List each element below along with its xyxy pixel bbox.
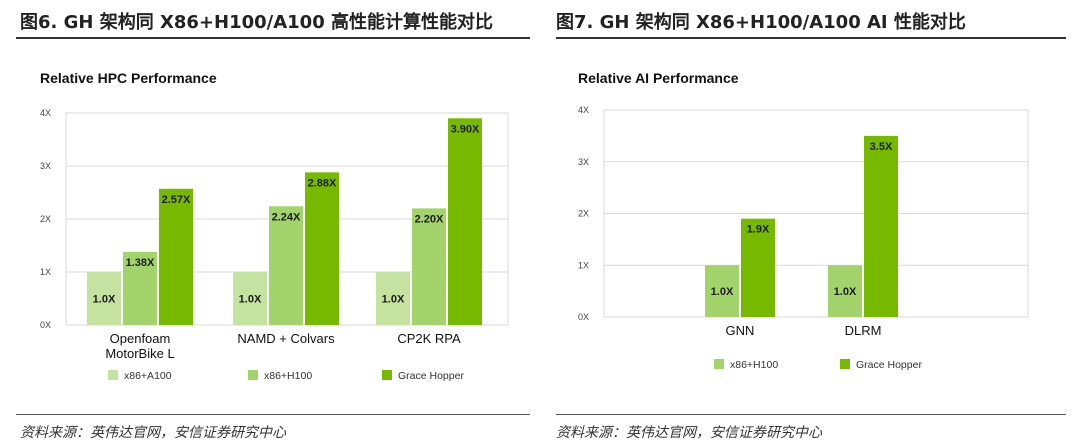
bar-grace-hopper-cp2k-rpa <box>448 118 482 325</box>
legend-label: x86+H100 <box>730 359 778 371</box>
figure-source: 资料来源：英伟达官网，安信证券研究中心 <box>556 425 822 441</box>
bar-x86-a100-openfoam-motorbike-l <box>87 272 121 325</box>
bar-x86-a100-cp2k-rpa <box>376 272 410 325</box>
data-label: 1.0X <box>711 286 734 298</box>
x-category-label: NAMD + Colvars <box>237 331 335 346</box>
hpc-bar-chart: Relative HPC Performance 0X 1X 2X 3X 4X 1.0X 1.… <box>40 70 509 382</box>
data-label: 3.5X <box>870 141 893 153</box>
legend-swatch <box>382 370 392 380</box>
y-tick-label: 3X <box>40 161 51 171</box>
footer-rule <box>556 414 1066 415</box>
bar-grace-hopper-openfoam-motorbike-l <box>159 188 193 325</box>
bar-grace-hopper-dlrm <box>864 135 898 317</box>
legend-label: x86+A100 <box>124 370 172 382</box>
data-label: 1.0X <box>382 294 405 306</box>
data-label: 1.38X <box>126 257 155 269</box>
heading-rule <box>16 37 530 39</box>
heading-rule <box>556 37 1066 39</box>
footer-rule <box>16 414 530 415</box>
bar-x86-h100-gnn <box>705 265 739 317</box>
y-tick-label: 2X <box>578 209 589 219</box>
figure-panel-hpc: 图6. GH 架构同 X86+H100/A100 高性能计算性能对比 Relat… <box>0 0 530 444</box>
legend-swatch <box>714 359 724 369</box>
data-label: 2.57X <box>162 194 191 206</box>
legend-label: x86+H100 <box>264 370 312 382</box>
legend-swatch <box>108 370 118 380</box>
x-category-label: DLRM <box>845 323 882 338</box>
y-tick-label: 0X <box>578 312 589 322</box>
bar-x86-h100-namd-colvars <box>269 206 303 325</box>
y-tick-label: 0X <box>40 320 51 330</box>
data-label: 1.0X <box>239 294 262 306</box>
y-tick-label: 2X <box>40 214 51 224</box>
y-tick-label: 1X <box>40 267 51 277</box>
chart-title: Relative AI Performance <box>578 70 739 86</box>
data-label: 1.9X <box>747 224 770 236</box>
bar-x86-h100-dlrm <box>828 265 862 317</box>
bar-grace-hopper-gnn <box>741 218 775 317</box>
y-tick-label: 3X <box>578 157 589 167</box>
x-category-label: GNN <box>726 323 755 338</box>
data-label: 3.90X <box>451 123 480 135</box>
bar-x86-h100-cp2k-rpa <box>412 208 446 325</box>
figure-heading: 图7. GH 架构同 X86+H100/A100 AI 性能对比 <box>556 12 966 33</box>
data-label: 2.24X <box>272 211 301 223</box>
figure-source: 资料来源：英伟达官网，安信证券研究中心 <box>20 425 286 441</box>
ai-bar-chart: Relative AI Performance 0X 1X 2X 3X 4X 1.0X 1.9… <box>578 70 1029 371</box>
bar-grace-hopper-namd-colvars <box>305 172 339 325</box>
chart-title: Relative HPC Performance <box>40 70 217 86</box>
x-category-label: Openfoam <box>110 331 171 346</box>
legend-label: Grace Hopper <box>398 370 464 382</box>
bar-x86-a100-namd-colvars <box>233 272 267 325</box>
figure-panel-ai: 图7. GH 架构同 X86+H100/A100 AI 性能对比 Relativ… <box>556 0 1080 444</box>
legend-swatch <box>840 359 850 369</box>
data-label: 1.0X <box>834 286 857 298</box>
data-label: 1.0X <box>93 294 116 306</box>
bar-x86-h100-openfoam-motorbike-l <box>123 251 157 325</box>
y-tick-label: 1X <box>578 260 589 270</box>
x-category-label: CP2K RPA <box>397 331 461 346</box>
legend-swatch <box>248 370 258 380</box>
data-label: 2.88X <box>308 177 337 189</box>
data-label: 2.20X <box>415 213 444 225</box>
figure-heading: 图6. GH 架构同 X86+H100/A100 高性能计算性能对比 <box>20 12 493 33</box>
legend-label: Grace Hopper <box>856 359 922 371</box>
y-tick-label: 4X <box>578 105 589 115</box>
y-tick-label: 4X <box>40 108 51 118</box>
x-category-label: MotorBike L <box>105 346 174 361</box>
